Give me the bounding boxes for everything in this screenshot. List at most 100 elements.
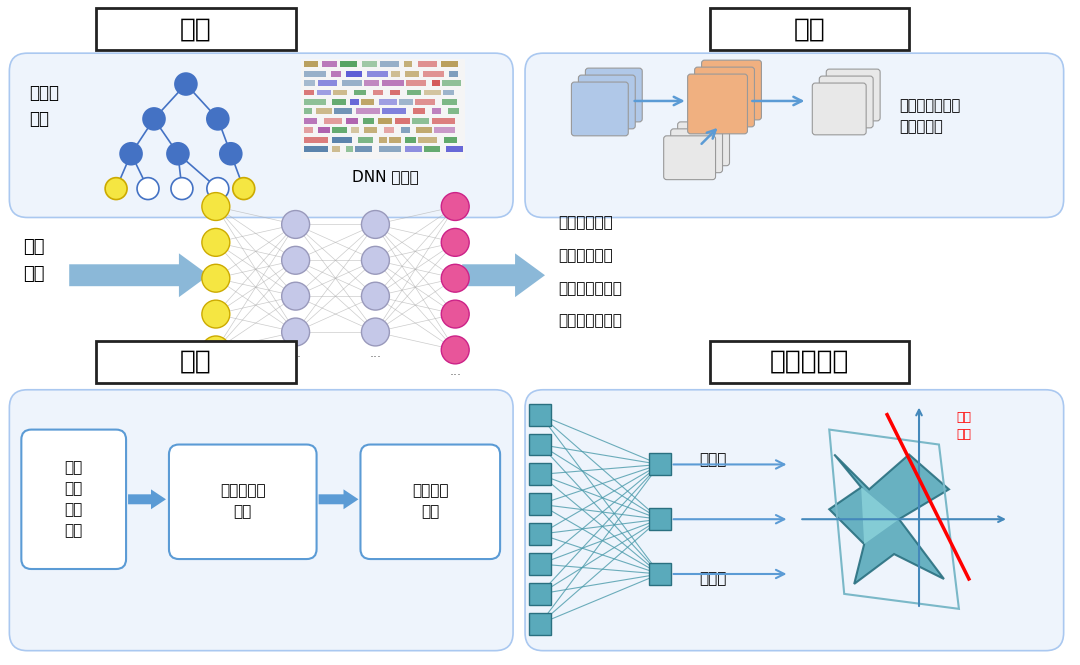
Bar [406, 80, 427, 86]
Circle shape [120, 143, 143, 165]
Text: 下边界: 下边界 [700, 571, 727, 587]
Circle shape [137, 178, 159, 200]
Bar [354, 90, 366, 96]
Circle shape [442, 229, 469, 256]
Bar [378, 118, 392, 124]
Bar [384, 128, 394, 134]
Bar [303, 80, 314, 86]
Bar [407, 90, 421, 96]
Text: 溯源: 溯源 [794, 16, 825, 43]
Bar [395, 118, 410, 124]
Text: 错误: 错误 [957, 411, 971, 424]
FancyBboxPatch shape [812, 83, 866, 135]
Bar [303, 61, 318, 67]
FancyBboxPatch shape [10, 53, 513, 217]
Text: 形式化验证: 形式化验证 [770, 349, 849, 375]
Bar [303, 128, 312, 134]
Circle shape [202, 193, 230, 221]
FancyBboxPatch shape [710, 9, 909, 50]
Text: ...: ... [210, 365, 221, 378]
Circle shape [442, 193, 469, 221]
Bar [339, 61, 357, 67]
Bar [416, 99, 435, 105]
Bar [442, 80, 461, 86]
Bar [303, 90, 313, 96]
Bar [324, 118, 341, 124]
Bar [442, 99, 457, 105]
FancyBboxPatch shape [820, 76, 873, 128]
Text: 可解释
模型: 可解释 模型 [29, 84, 59, 128]
Bar [423, 70, 444, 76]
Bar [303, 108, 312, 114]
Circle shape [105, 178, 127, 200]
Bar [332, 146, 339, 152]
Bar [356, 108, 380, 114]
Circle shape [220, 143, 242, 165]
Bar [400, 99, 414, 105]
Bar [390, 90, 401, 96]
FancyBboxPatch shape [22, 430, 126, 569]
Text: 解释: 解释 [180, 16, 212, 43]
FancyBboxPatch shape [710, 341, 909, 383]
FancyBboxPatch shape [529, 523, 551, 545]
Polygon shape [861, 487, 899, 544]
Bar [303, 99, 325, 105]
Bar [303, 118, 316, 124]
Bar [334, 108, 352, 114]
Bar [351, 99, 360, 105]
Circle shape [143, 108, 165, 130]
Bar [316, 90, 330, 96]
Text: 识别缺陷偏差: 识别缺陷偏差 [558, 248, 612, 263]
FancyBboxPatch shape [529, 553, 551, 575]
Circle shape [362, 282, 390, 310]
Text: 产生
测试
对抗
样本: 产生 测试 对抗 样本 [64, 460, 82, 538]
Text: 规范机器行为: 规范机器行为 [558, 215, 612, 230]
FancyBboxPatch shape [529, 583, 551, 605]
Bar [341, 80, 363, 86]
FancyBboxPatch shape [10, 390, 513, 650]
Bar [382, 108, 406, 114]
Bar [303, 137, 327, 143]
Bar [416, 128, 432, 134]
Bar [346, 118, 359, 124]
FancyBboxPatch shape [529, 464, 551, 485]
Circle shape [207, 108, 229, 130]
Bar [322, 61, 337, 67]
FancyBboxPatch shape [826, 69, 880, 121]
Bar [424, 146, 441, 152]
Bar [303, 70, 325, 76]
Bar [332, 137, 352, 143]
Polygon shape [129, 489, 166, 509]
Bar [374, 90, 383, 96]
Bar [402, 128, 410, 134]
Bar [330, 70, 340, 76]
Circle shape [202, 229, 230, 256]
Bar [318, 80, 337, 86]
Bar [413, 118, 429, 124]
Circle shape [442, 300, 469, 328]
Text: ...: ... [449, 365, 461, 378]
Bar [379, 99, 397, 105]
Polygon shape [462, 253, 545, 297]
Text: 模型和数据的历
史演化族系: 模型和数据的历 史演化族系 [899, 98, 960, 134]
Circle shape [362, 246, 390, 274]
Bar [379, 146, 402, 152]
Bar [448, 108, 459, 114]
Text: 安全: 安全 [957, 428, 971, 441]
Bar [332, 128, 348, 134]
Circle shape [171, 178, 193, 200]
Bar [405, 146, 422, 152]
Bar [379, 137, 388, 143]
FancyBboxPatch shape [529, 404, 551, 426]
FancyBboxPatch shape [529, 434, 551, 456]
Bar [446, 146, 463, 152]
Bar [355, 146, 373, 152]
Bar [332, 99, 346, 105]
FancyBboxPatch shape [702, 60, 761, 120]
Bar [405, 70, 419, 76]
Bar [418, 61, 437, 67]
FancyBboxPatch shape [694, 67, 755, 127]
Bar [449, 70, 458, 76]
Bar [362, 99, 375, 105]
Circle shape [282, 211, 310, 238]
